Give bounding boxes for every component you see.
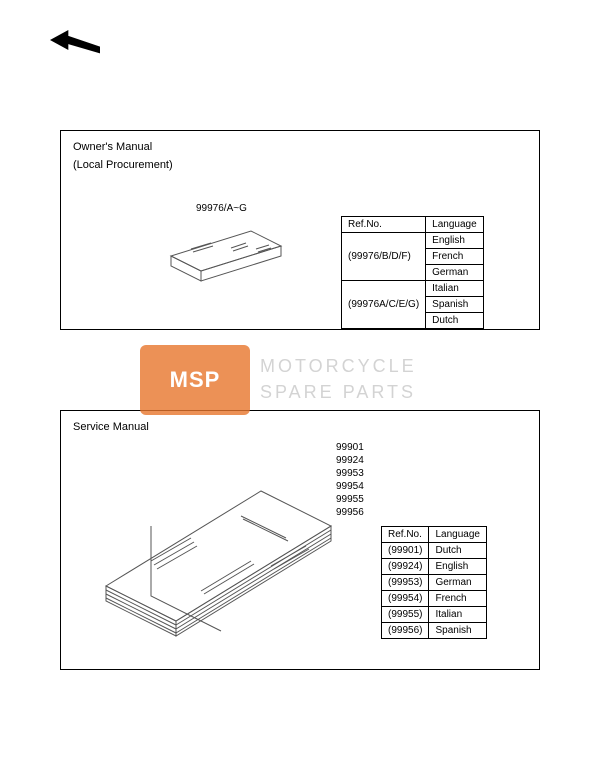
- panel1-title2: (Local Procurement): [73, 159, 173, 171]
- watermark-badge: MSP: [140, 345, 250, 415]
- watermark: MSP MOTORCYCLE SPARE PARTS: [140, 345, 460, 415]
- p1-g0-ref: (99976/B/D/F): [342, 233, 426, 281]
- large-manual-icon: [91, 466, 341, 646]
- p1-g1-l1: Spanish: [426, 297, 484, 313]
- p2-r0c1: Dutch: [429, 543, 487, 559]
- owners-manual-panel: Owner's Manual (Local Procurement) 99976…: [60, 130, 540, 330]
- p2-r2c0: (99953): [382, 575, 429, 591]
- service-manual-panel: Service Manual 99901 99924 99953 99954 9…: [60, 410, 540, 670]
- panel2-table: Ref.No. Language (99901)Dutch (99924)Eng…: [381, 526, 487, 639]
- back-arrow-icon: [50, 30, 100, 60]
- watermark-line1: MOTORCYCLE: [260, 353, 417, 379]
- p2-r3c1: French: [429, 591, 487, 607]
- panel1-table: Ref.No. Language (99976/B/D/F) English F…: [341, 216, 484, 329]
- p2-r0c0: (99901): [382, 543, 429, 559]
- p1-g0-l2: German: [426, 265, 484, 281]
- p1-g1-l0: Italian: [426, 281, 484, 297]
- p1-th-ref: Ref.No.: [342, 217, 426, 233]
- p1-g1-l2: Dutch: [426, 313, 484, 329]
- p2-r2c1: German: [429, 575, 487, 591]
- p1-g0-l0: English: [426, 233, 484, 249]
- p2-r3c0: (99954): [382, 591, 429, 607]
- watermark-line2: SPARE PARTS: [260, 379, 417, 405]
- p2-r4c0: (99955): [382, 607, 429, 623]
- p2-th-lang: Language: [429, 527, 487, 543]
- p2-th-ref: Ref.No.: [382, 527, 429, 543]
- p2-r5c1: Spanish: [429, 623, 487, 639]
- p1-th-lang: Language: [426, 217, 484, 233]
- p2-r1c0: (99924): [382, 559, 429, 575]
- p2-r5c0: (99956): [382, 623, 429, 639]
- panel2-title: Service Manual: [73, 421, 149, 433]
- watermark-text: MOTORCYCLE SPARE PARTS: [260, 353, 417, 405]
- p1-g1-ref: (99976A/C/E/G): [342, 281, 426, 329]
- small-manual-icon: [161, 216, 291, 286]
- p2-rl-0: 99901: [336, 441, 364, 454]
- panel1-title1: Owner's Manual: [73, 141, 152, 153]
- p1-g0-l1: French: [426, 249, 484, 265]
- panel1-ref-label: 99976/A~G: [196, 203, 247, 214]
- p2-r1c1: English: [429, 559, 487, 575]
- p2-r4c1: Italian: [429, 607, 487, 623]
